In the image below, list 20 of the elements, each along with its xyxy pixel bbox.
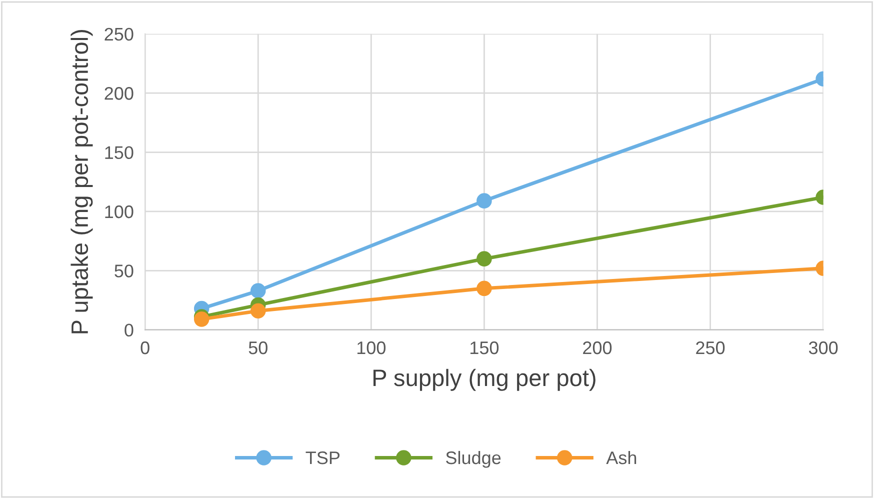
x-tick-label: 200 xyxy=(583,341,612,354)
y-tick-label: 100 xyxy=(105,205,134,218)
x-tick-label: 100 xyxy=(357,341,386,354)
y-tick-label: 150 xyxy=(105,146,134,160)
y-tick-label: 0 xyxy=(124,324,134,337)
x-tick-label: 50 xyxy=(248,341,268,354)
y-axis-title: P uptake (mg per pot-control) xyxy=(70,30,93,334)
x-tick-label: 250 xyxy=(696,341,725,354)
point xyxy=(250,303,266,319)
y-tick-label: 250 xyxy=(104,28,134,41)
legend-label: Ash xyxy=(606,450,636,464)
y-tick-label: 200 xyxy=(104,87,134,100)
x-tick-label: 150 xyxy=(470,341,499,354)
x-tick-label: 300 xyxy=(808,341,838,354)
x-axis-title: P supply (mg per pot) xyxy=(373,368,596,391)
point xyxy=(250,283,266,298)
legend-label: Sludge xyxy=(446,450,501,468)
legend-label: TSP xyxy=(306,451,340,464)
y-tick-label: 50 xyxy=(114,264,134,278)
x-tick-label: 0 xyxy=(140,341,150,354)
